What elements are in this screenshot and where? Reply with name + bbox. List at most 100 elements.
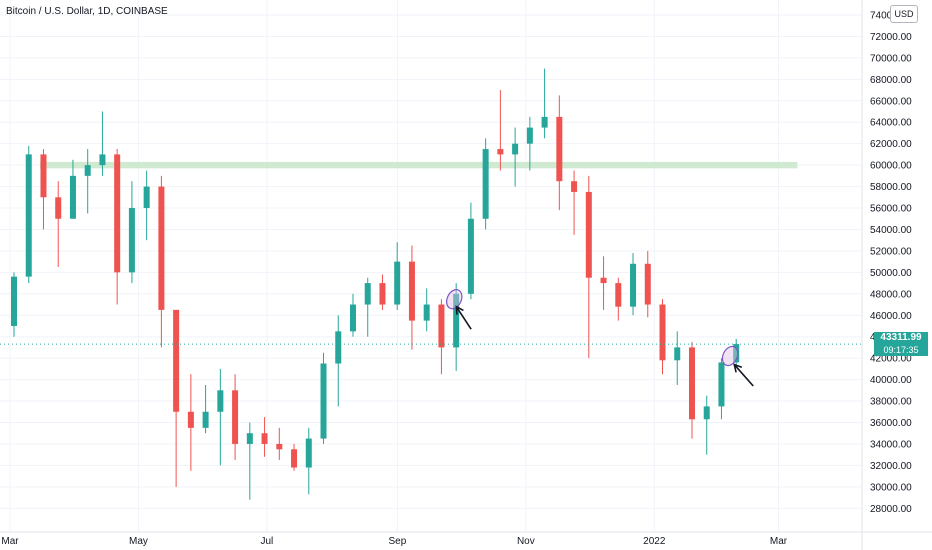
y-tick-label: 38000.00 bbox=[870, 397, 912, 408]
current-price-tag: 43311.99 09:17:35 bbox=[874, 332, 928, 357]
candle-body bbox=[526, 127, 533, 144]
candle-body bbox=[128, 208, 135, 273]
candle-body bbox=[688, 347, 695, 420]
x-axis[interactable]: Mar May Jul Sep Nov 2022 Mar bbox=[0, 531, 932, 547]
candle-body bbox=[644, 263, 651, 305]
x-tick-label: Jul bbox=[260, 536, 273, 547]
candle bbox=[11, 272, 17, 337]
highlight-ellipse bbox=[721, 345, 739, 367]
candle bbox=[187, 374, 194, 471]
y-tick-label: 52000.00 bbox=[870, 246, 912, 257]
candle bbox=[733, 338, 740, 367]
candle bbox=[55, 181, 62, 267]
candle-body bbox=[718, 362, 725, 407]
annotation-arrow bbox=[733, 363, 754, 387]
candle bbox=[114, 149, 121, 305]
candle bbox=[173, 309, 180, 487]
candle bbox=[703, 395, 710, 455]
candle-body bbox=[25, 154, 32, 277]
candle-body bbox=[69, 175, 76, 219]
y-tick-label: 28000.00 bbox=[870, 504, 912, 515]
candle-body bbox=[55, 197, 62, 219]
candle bbox=[128, 181, 135, 284]
candle-body bbox=[615, 283, 622, 307]
candle bbox=[718, 358, 725, 420]
candle bbox=[688, 342, 695, 439]
candle bbox=[600, 256, 607, 310]
candle-body bbox=[453, 293, 460, 348]
candle-body bbox=[187, 411, 194, 428]
annotation-arrow bbox=[455, 305, 472, 330]
arrow-head bbox=[733, 363, 743, 373]
candle-body bbox=[585, 191, 592, 278]
candle-body bbox=[349, 304, 356, 332]
y-tick-label: 56000.00 bbox=[870, 204, 912, 215]
y-tick-label: 64000.00 bbox=[870, 118, 912, 129]
candle bbox=[261, 417, 268, 457]
y-tick-label: 36000.00 bbox=[870, 418, 912, 429]
candle-body bbox=[261, 433, 268, 444]
y-tick-label: 60000.00 bbox=[870, 161, 912, 172]
candle-body bbox=[659, 304, 666, 361]
candle bbox=[438, 299, 445, 375]
candle bbox=[305, 427, 312, 495]
candle-body bbox=[438, 304, 445, 348]
resistance-zones bbox=[40, 161, 798, 169]
candle bbox=[69, 159, 76, 219]
y-tick-label: 50000.00 bbox=[870, 268, 912, 279]
y-tick-label: 66000.00 bbox=[870, 96, 912, 107]
candle-body bbox=[423, 304, 430, 321]
candle-body bbox=[379, 283, 386, 305]
y-tick-label: 40000.00 bbox=[870, 375, 912, 386]
resistance-zone bbox=[40, 161, 798, 169]
candle-body bbox=[571, 181, 578, 192]
y-tick-label: 62000.00 bbox=[870, 139, 912, 150]
y-tick-label: 54000.00 bbox=[870, 225, 912, 236]
candle-body bbox=[512, 143, 519, 155]
candle-body bbox=[305, 438, 312, 468]
candle bbox=[526, 116, 533, 171]
candle bbox=[25, 145, 32, 284]
y-tick-label: 32000.00 bbox=[870, 461, 912, 472]
candle bbox=[541, 68, 548, 139]
candle bbox=[217, 368, 224, 466]
candle-body bbox=[40, 154, 47, 198]
x-tick-label: May bbox=[129, 536, 148, 547]
candle-body bbox=[674, 347, 681, 361]
candle bbox=[349, 293, 356, 337]
candle bbox=[158, 175, 165, 348]
candle-body bbox=[703, 406, 710, 420]
candle bbox=[394, 242, 401, 310]
candle bbox=[364, 277, 371, 337]
candle bbox=[335, 315, 342, 407]
x-tick-label: Nov bbox=[517, 536, 535, 547]
candle bbox=[246, 422, 253, 500]
candle bbox=[423, 288, 430, 332]
candle-body bbox=[158, 186, 165, 310]
candle bbox=[40, 149, 47, 230]
candle-body bbox=[482, 149, 489, 219]
candle-body bbox=[335, 331, 342, 364]
y-tick-label: 58000.00 bbox=[870, 182, 912, 193]
y-axis[interactable]: 28000.00 30000.00 32000.00 34000.00 36000.00… bbox=[861, 0, 912, 550]
y-tick-label: 30000.00 bbox=[870, 482, 912, 493]
candle-body bbox=[99, 154, 106, 166]
candle bbox=[674, 331, 681, 385]
grid-lines bbox=[0, 0, 862, 532]
y-tick-label: 68000.00 bbox=[870, 75, 912, 86]
annotations bbox=[446, 289, 754, 387]
candle-body bbox=[173, 309, 180, 412]
candle-body bbox=[630, 263, 637, 307]
current-price-label: 43311.99 bbox=[880, 332, 922, 344]
candle-body bbox=[246, 433, 253, 444]
candle bbox=[630, 253, 637, 316]
y-tick-label: 72000.00 bbox=[870, 32, 912, 43]
currency-button[interactable]: USD bbox=[890, 5, 918, 23]
candle bbox=[512, 127, 519, 187]
candle bbox=[379, 274, 386, 310]
arrow-shaft bbox=[455, 306, 472, 330]
candle-body bbox=[394, 261, 401, 305]
chart-title: Bitcoin / U.S. Dollar, 1D, COINBASE bbox=[6, 6, 168, 17]
candle bbox=[556, 95, 563, 211]
